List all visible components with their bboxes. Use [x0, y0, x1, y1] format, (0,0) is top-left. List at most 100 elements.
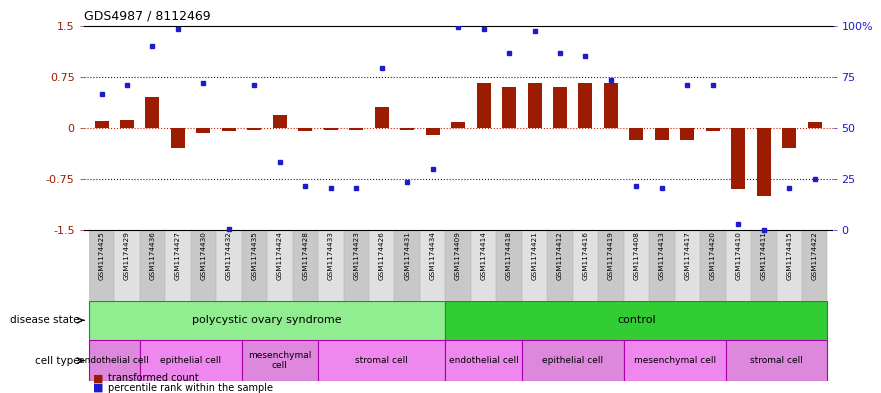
Bar: [395, 230, 420, 301]
Bar: [776, 26, 802, 301]
Text: GSM1174421: GSM1174421: [531, 231, 537, 280]
Bar: [649, 26, 675, 301]
Bar: [273, 116, 287, 128]
Bar: [598, 26, 624, 301]
Text: GSM1174413: GSM1174413: [659, 231, 665, 280]
Bar: [528, 83, 542, 128]
Bar: [446, 26, 470, 301]
Bar: [522, 340, 624, 381]
Text: GSM1174411: GSM1174411: [761, 231, 766, 280]
Bar: [502, 87, 516, 128]
Text: stromal cell: stromal cell: [750, 356, 803, 365]
Text: GSM1174418: GSM1174418: [506, 231, 512, 280]
Text: endothelial cell: endothelial cell: [448, 356, 518, 365]
Bar: [89, 301, 446, 340]
Bar: [171, 128, 185, 148]
Text: GSM1174417: GSM1174417: [685, 231, 691, 280]
Bar: [120, 119, 134, 128]
Bar: [267, 230, 292, 301]
Bar: [522, 26, 547, 301]
Text: epithelial cell: epithelial cell: [542, 356, 603, 365]
Bar: [318, 26, 344, 301]
Bar: [89, 230, 115, 301]
Bar: [700, 26, 726, 301]
Bar: [166, 230, 190, 301]
Text: mesenchymal cell: mesenchymal cell: [633, 356, 715, 365]
Bar: [629, 128, 643, 140]
Bar: [446, 340, 522, 381]
Text: GSM1174409: GSM1174409: [455, 231, 461, 280]
Bar: [369, 230, 395, 301]
Bar: [395, 26, 420, 301]
Text: GSM1174426: GSM1174426: [379, 231, 385, 280]
Bar: [624, 340, 726, 381]
Bar: [420, 26, 446, 301]
Bar: [94, 121, 108, 128]
Bar: [802, 26, 827, 301]
Bar: [655, 128, 669, 140]
Bar: [374, 107, 389, 128]
Text: GSM1174433: GSM1174433: [328, 231, 334, 280]
Bar: [248, 128, 262, 130]
Text: GSM1174420: GSM1174420: [710, 231, 716, 280]
Text: GSM1174412: GSM1174412: [557, 231, 563, 280]
Bar: [140, 230, 166, 301]
Text: ■: ■: [93, 373, 103, 383]
Text: GSM1174414: GSM1174414: [481, 231, 486, 280]
Text: ■: ■: [93, 383, 103, 393]
Bar: [802, 230, 827, 301]
Bar: [140, 26, 166, 301]
Bar: [675, 26, 700, 301]
Text: endothelial cell: endothelial cell: [79, 356, 149, 365]
Bar: [776, 230, 802, 301]
Bar: [477, 83, 491, 128]
Text: epithelial cell: epithelial cell: [160, 356, 221, 365]
Bar: [731, 128, 745, 189]
Bar: [115, 230, 140, 301]
Bar: [757, 128, 771, 196]
Bar: [145, 97, 159, 128]
Bar: [573, 26, 598, 301]
Text: GSM1174427: GSM1174427: [175, 231, 181, 280]
Text: control: control: [617, 315, 655, 325]
Bar: [700, 230, 726, 301]
Bar: [446, 230, 470, 301]
Text: GSM1174434: GSM1174434: [430, 231, 435, 280]
Text: GSM1174423: GSM1174423: [353, 231, 359, 280]
Bar: [190, 26, 216, 301]
Bar: [451, 122, 465, 128]
Bar: [241, 340, 318, 381]
Bar: [604, 83, 618, 128]
Bar: [808, 122, 822, 128]
Bar: [624, 230, 649, 301]
Text: GSM1174428: GSM1174428: [302, 231, 308, 280]
Text: GSM1174410: GSM1174410: [736, 231, 741, 280]
Bar: [349, 128, 363, 130]
Bar: [470, 26, 496, 301]
Text: disease state: disease state: [10, 315, 79, 325]
Bar: [292, 26, 318, 301]
Bar: [547, 230, 573, 301]
Bar: [190, 230, 216, 301]
Text: polycystic ovary syndrome: polycystic ovary syndrome: [192, 315, 342, 325]
Text: GDS4987 / 8112469: GDS4987 / 8112469: [84, 10, 211, 23]
Bar: [267, 26, 292, 301]
Bar: [726, 230, 751, 301]
Text: GSM1174425: GSM1174425: [99, 231, 105, 280]
Text: cell type: cell type: [34, 356, 79, 365]
Text: mesenchymal
cell: mesenchymal cell: [248, 351, 312, 370]
Bar: [369, 26, 395, 301]
Text: GSM1174416: GSM1174416: [582, 231, 589, 280]
Bar: [216, 230, 241, 301]
Bar: [344, 26, 369, 301]
Text: GSM1174431: GSM1174431: [404, 231, 411, 280]
Text: GSM1174424: GSM1174424: [277, 231, 283, 280]
Bar: [318, 230, 344, 301]
Bar: [598, 230, 624, 301]
Text: GSM1174408: GSM1174408: [633, 231, 640, 280]
Bar: [573, 230, 598, 301]
Bar: [496, 26, 522, 301]
Bar: [318, 340, 446, 381]
Bar: [446, 301, 827, 340]
Bar: [553, 87, 567, 128]
